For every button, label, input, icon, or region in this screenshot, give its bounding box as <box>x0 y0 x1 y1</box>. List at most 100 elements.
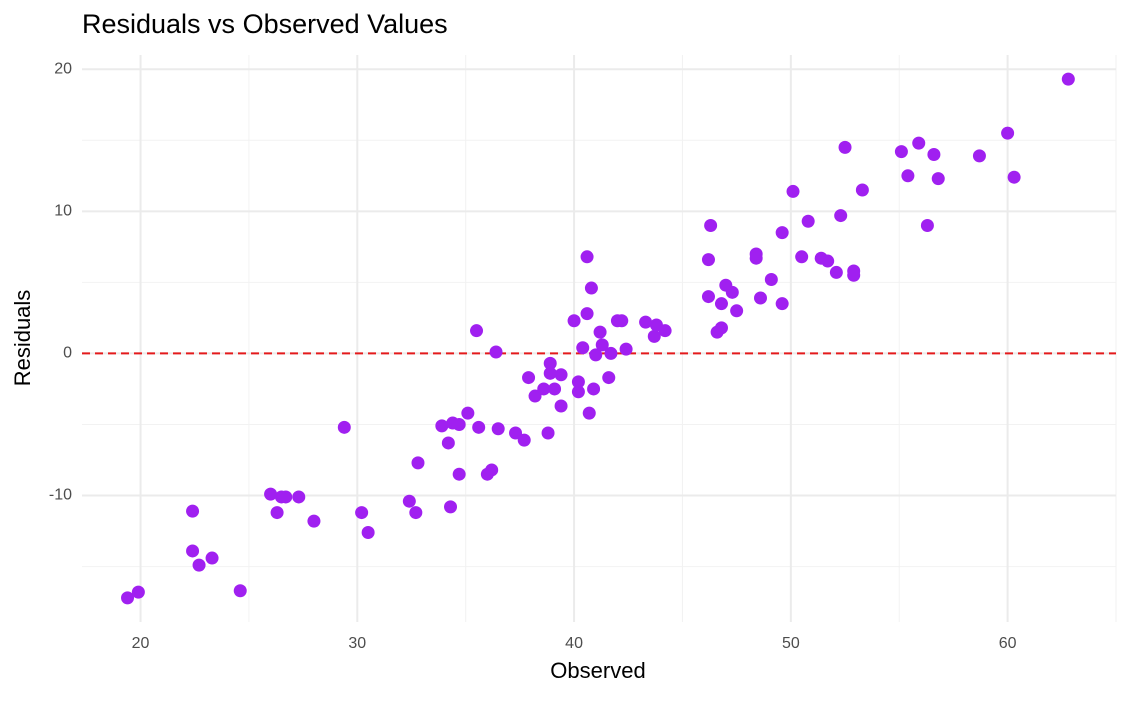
point <box>927 147 941 161</box>
point <box>576 341 590 355</box>
point <box>730 304 744 318</box>
point <box>795 250 809 264</box>
y-tick-label: 0 <box>63 345 72 362</box>
x-axis-title: Observed <box>550 658 645 683</box>
point <box>658 324 672 338</box>
x-tick-label: 50 <box>782 635 800 652</box>
point <box>647 329 661 343</box>
y-tick-label: -10 <box>49 487 72 504</box>
point <box>838 140 852 154</box>
point <box>894 145 908 159</box>
point <box>619 342 633 356</box>
point <box>714 321 728 335</box>
point <box>1061 72 1075 86</box>
point <box>441 436 455 450</box>
point <box>701 290 715 304</box>
point <box>472 420 486 434</box>
point <box>470 324 484 338</box>
point <box>270 506 284 520</box>
x-tick-label: 60 <box>999 635 1017 652</box>
point <box>292 490 306 504</box>
point <box>580 250 594 264</box>
point <box>435 419 449 433</box>
point <box>580 307 594 321</box>
x-tick-label: 30 <box>348 635 366 652</box>
point <box>801 214 815 228</box>
point <box>186 544 200 558</box>
point <box>554 368 568 382</box>
point <box>725 285 739 299</box>
y-tick-label: 20 <box>54 60 72 77</box>
point <box>775 297 789 311</box>
point <box>131 585 145 599</box>
point <box>595 338 609 352</box>
point <box>714 297 728 311</box>
point <box>355 506 369 520</box>
point <box>307 514 321 528</box>
point <box>489 345 503 359</box>
point <box>548 382 562 396</box>
point <box>517 433 531 447</box>
point <box>593 325 607 339</box>
point <box>749 251 763 265</box>
point <box>972 149 986 163</box>
point <box>912 136 926 150</box>
point <box>522 371 536 385</box>
point <box>279 490 293 504</box>
y-axis-title: Residuals <box>10 290 35 387</box>
point <box>821 254 835 268</box>
point <box>452 467 466 481</box>
point <box>537 382 551 396</box>
point <box>264 487 278 501</box>
point <box>491 422 505 436</box>
point <box>920 219 934 233</box>
point <box>829 265 843 279</box>
point <box>509 426 523 440</box>
point <box>1001 126 1015 140</box>
y-tick-label: 10 <box>54 203 72 220</box>
point <box>567 314 581 328</box>
chart-title: Residuals vs Observed Values <box>82 9 448 39</box>
point <box>444 500 458 514</box>
point <box>584 281 598 295</box>
x-tick-label: 40 <box>565 635 583 652</box>
point <box>452 417 466 431</box>
point <box>753 291 767 305</box>
point <box>543 356 557 370</box>
point <box>582 406 596 420</box>
point <box>571 385 585 399</box>
point <box>587 382 601 396</box>
point <box>701 253 715 267</box>
point <box>571 375 585 389</box>
point <box>589 348 603 362</box>
point <box>901 169 915 183</box>
point <box>615 314 629 328</box>
point <box>543 366 557 380</box>
point <box>233 584 247 598</box>
point <box>409 506 423 520</box>
point <box>411 456 425 470</box>
point <box>361 525 375 539</box>
point <box>604 346 618 360</box>
point <box>121 591 135 605</box>
point <box>554 399 568 413</box>
point <box>764 273 778 287</box>
point <box>1007 170 1021 184</box>
point <box>834 209 848 223</box>
point <box>639 315 653 329</box>
point <box>186 504 200 518</box>
point <box>855 183 869 197</box>
point <box>485 463 499 477</box>
point <box>192 558 206 572</box>
point <box>528 389 542 403</box>
point <box>704 219 718 233</box>
point <box>337 420 351 434</box>
point <box>775 226 789 240</box>
point <box>847 268 861 282</box>
point <box>461 406 475 420</box>
point <box>205 551 219 565</box>
point <box>786 184 800 198</box>
point <box>541 426 555 440</box>
